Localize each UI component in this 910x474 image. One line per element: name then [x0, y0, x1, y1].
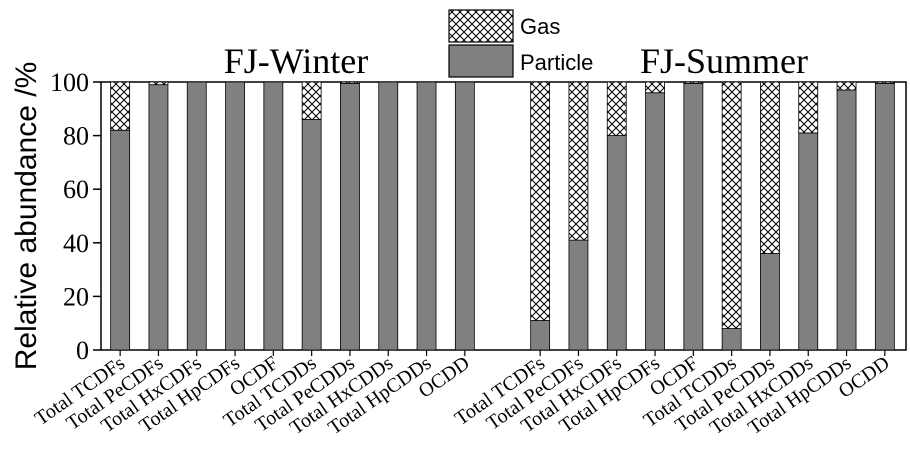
bar-particle [454, 81, 475, 351]
plot-area [100, 81, 907, 351]
bar-particle [530, 320, 551, 351]
y-tick-label: 0 [76, 336, 89, 365]
bar-gas [760, 81, 780, 254]
bar-particle [606, 135, 627, 351]
bar-gas [606, 81, 627, 136]
bar-particle [683, 82, 704, 351]
legend-gas-swatch [448, 9, 514, 43]
bar-particle [760, 253, 780, 351]
bar-particle [874, 82, 895, 351]
bar-gas [798, 81, 819, 134]
y-tick-label: 40 [63, 229, 89, 258]
bar-gas [645, 81, 665, 94]
bar-particle [148, 84, 169, 351]
legend: Gas Particle [448, 9, 593, 78]
legend-particle-label: Particle [520, 50, 593, 75]
bar-particle [416, 81, 437, 351]
bar-gas [530, 81, 551, 321]
bar-particle [263, 81, 284, 351]
bar-gas [874, 81, 895, 84]
bar-gas [721, 81, 742, 329]
legend-particle-swatch [448, 44, 514, 78]
legend-gas-label: Gas [520, 14, 560, 39]
bar-gas [683, 81, 704, 84]
y-axis: 0 20 40 60 80 100 [50, 68, 101, 365]
bar-particle [568, 239, 589, 351]
y-tick-label: 80 [63, 122, 89, 151]
bar-particle [340, 82, 360, 351]
bar-particle [110, 129, 131, 351]
y-tick-label: 100 [50, 68, 89, 97]
bar-gas [568, 81, 589, 241]
bar-particle [836, 89, 857, 351]
bar-gas [110, 81, 131, 131]
bar-gas [301, 81, 322, 120]
y-tick-label: 20 [63, 282, 89, 311]
y-axis-label: Relative abundance /% [10, 62, 43, 371]
bar-gas [836, 81, 857, 91]
bar-particle [301, 119, 322, 351]
bar-particle [798, 132, 819, 351]
bar-gas [148, 81, 169, 86]
y-tick-label: 60 [63, 175, 89, 204]
bar-gas [340, 81, 360, 84]
bar-particle [645, 92, 665, 351]
panel-title-winter: FJ-Winter [224, 41, 369, 81]
bar-particle [186, 81, 207, 351]
bars [110, 81, 895, 351]
bar-particle [225, 81, 245, 351]
panel-title-summer: FJ-Summer [640, 41, 808, 81]
bar-particle [378, 81, 399, 351]
bar-particle [721, 328, 742, 351]
